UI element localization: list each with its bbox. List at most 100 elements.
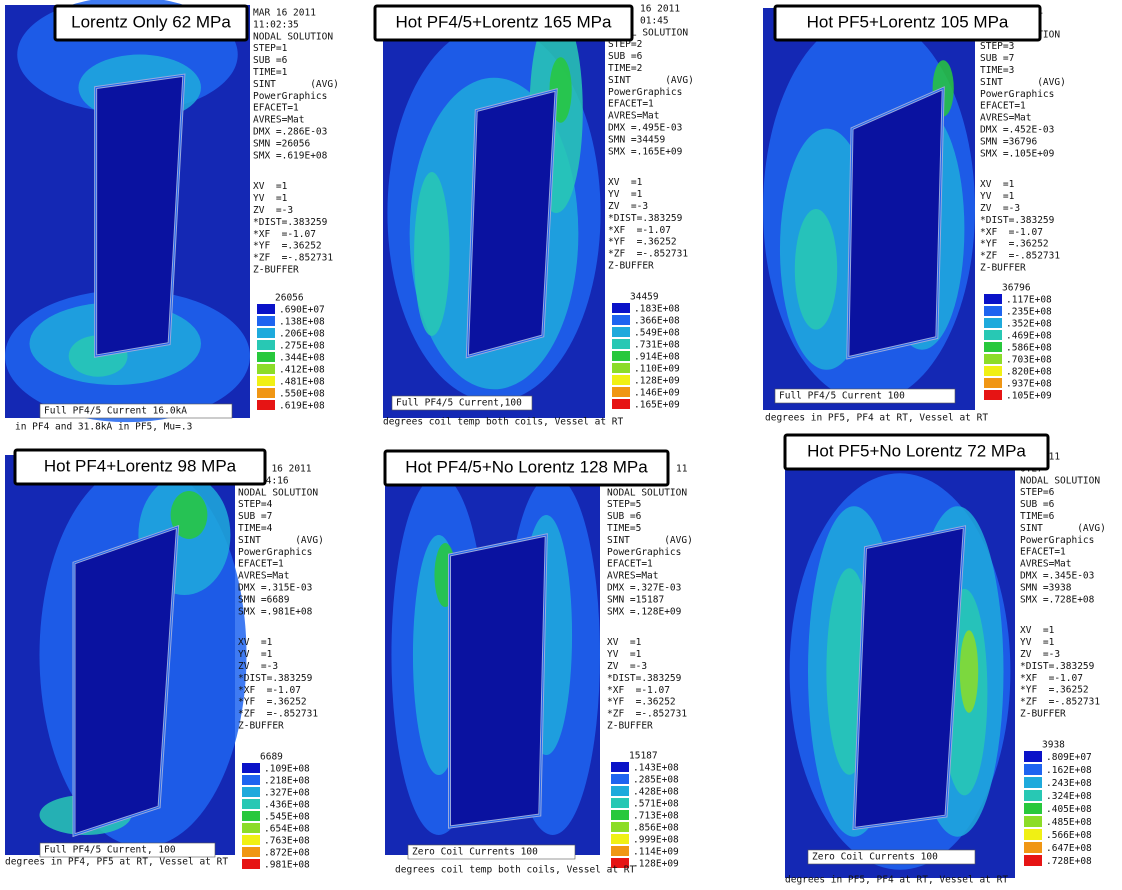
- caption-line: degrees in PF5, PF4 at RT, Vessel at RT: [785, 875, 1008, 886]
- legend-swatch: [1024, 803, 1042, 814]
- info-line: SMN =34459: [608, 134, 665, 145]
- legend-swatch: [1024, 816, 1042, 827]
- info-line: NODAL SOLUTION: [607, 487, 687, 498]
- date-line: 11: [676, 464, 688, 475]
- legend-swatch: [984, 378, 1002, 388]
- info-line: ZV =-3: [1020, 649, 1060, 660]
- legend-label: .485E+08: [1046, 817, 1092, 828]
- legend-swatch: [612, 351, 630, 361]
- info-line: EFACET=1: [608, 99, 654, 110]
- date-line: l 16 2011: [260, 464, 312, 475]
- legend-swatch: [611, 810, 629, 820]
- info-line: SUB =6: [607, 511, 642, 522]
- legend-label: 6689: [260, 752, 283, 763]
- legend-swatch: [611, 822, 629, 832]
- info-line: *DIST=.383259: [238, 673, 313, 684]
- info-line: PowerGraphics: [980, 89, 1054, 100]
- legend-label: .469E+08: [1006, 331, 1052, 342]
- legend-label: .218E+08: [264, 776, 310, 787]
- legend-label: .713E+08: [633, 811, 679, 822]
- info-line: *YF =.36252: [253, 241, 322, 252]
- legend-swatch: [612, 327, 630, 337]
- info-line: SMX =.728E+08: [1020, 594, 1095, 605]
- stress-region: [170, 491, 208, 539]
- info-line: PowerGraphics: [1020, 535, 1094, 546]
- legend-label: .550E+08: [279, 389, 325, 400]
- legend-swatch: [611, 762, 629, 772]
- legend-label: .114E+09: [633, 847, 679, 858]
- legend-swatch: [612, 339, 630, 349]
- legend-label: .138E+08: [279, 317, 325, 328]
- legend-swatch: [984, 294, 1002, 304]
- info-line: SINT (AVG): [253, 79, 339, 90]
- info-line: SMX =.981E+08: [238, 606, 313, 617]
- legend-label: .763E+08: [264, 836, 310, 847]
- panel-title: Hot PF5+Lorentz 105 MPa: [807, 12, 1009, 31]
- caption-line: Zero Coil Currents 100: [412, 847, 538, 858]
- panel-title: Lorentz Only 62 MPa: [71, 12, 231, 31]
- info-line: SINT (AVG): [980, 77, 1066, 88]
- legend-label: .481E+08: [279, 377, 325, 388]
- legend-swatch: [611, 786, 629, 796]
- legend-label: .412E+08: [279, 365, 325, 376]
- legend-label: .856E+08: [633, 823, 679, 834]
- date-line: 04:16: [260, 475, 289, 486]
- legend-label: .654E+08: [264, 824, 310, 835]
- legend-label: .405E+08: [1046, 804, 1092, 815]
- date-line: MAR 16 2011: [253, 8, 316, 19]
- coil-frame-inner: [95, 74, 185, 357]
- legend-label: 36796: [1002, 283, 1031, 294]
- panel-title: Hot PF4/5+No Lorentz 128 MPa: [405, 457, 648, 476]
- legend-label: .162E+08: [1046, 765, 1092, 776]
- info-line: SMX =.128E+09: [607, 606, 682, 617]
- legend-swatch: [1024, 777, 1042, 788]
- caption-box: [39, 403, 233, 419]
- legend-label: .143E+08: [633, 763, 679, 774]
- legend-swatch: [242, 823, 260, 833]
- legend-label: .285E+08: [633, 775, 679, 786]
- info-line: NODAL SOLUTION: [238, 487, 318, 498]
- info-line: YV =1: [608, 189, 643, 200]
- info-line: TIME=3: [980, 65, 1014, 76]
- info-line: *XF =-1.07: [253, 229, 316, 240]
- info-line: DMX =.345E-03: [1020, 571, 1094, 582]
- panel-title: Hot PF5+No Lorentz 72 MPa: [807, 441, 1026, 460]
- info-line: *ZF =-.852731: [238, 709, 318, 720]
- legend-label: .243E+08: [1046, 778, 1092, 789]
- info-line: ZV =-3: [980, 203, 1020, 214]
- info-line: SMN =3938: [1020, 582, 1072, 593]
- info-line: TIME=4: [238, 523, 273, 534]
- info-line: ZV =-3: [608, 201, 648, 212]
- info-line: XV =1: [607, 637, 642, 648]
- legend-label: .128E+09: [634, 376, 680, 387]
- info-line: *ZF =-.852731: [608, 249, 688, 260]
- legend-label: .235E+08: [1006, 307, 1052, 318]
- legend-swatch: [257, 388, 275, 398]
- caption-box: [391, 395, 533, 411]
- caption-box: [774, 388, 956, 404]
- caption-line: Zero Coil Currents 100: [812, 852, 938, 863]
- legend-swatch: [242, 859, 260, 869]
- coil-frame: [448, 533, 548, 829]
- legend-label: .566E+08: [1046, 830, 1092, 841]
- legend-label: .206E+08: [279, 329, 325, 340]
- info-line: *DIST=.383259: [980, 215, 1055, 226]
- info-line: STEP=4: [238, 499, 273, 510]
- info-line: Z-BUFFER: [238, 721, 284, 732]
- caption-box: [39, 842, 216, 858]
- legend-swatch: [257, 304, 275, 314]
- info-line: XV =1: [238, 637, 273, 648]
- coil-frame-inner: [466, 89, 557, 358]
- caption-line: Full PF4/5 Current 16.0kA: [44, 406, 187, 417]
- info-line: EFACET=1: [607, 559, 653, 570]
- info-line: PowerGraphics: [607, 547, 681, 558]
- info-line: ZV =-3: [238, 661, 278, 672]
- info-line: *XF =-1.07: [1020, 673, 1083, 684]
- info-line: SINT (AVG): [238, 535, 324, 546]
- coil-frame-inner: [449, 534, 547, 828]
- info-line: ZV =-3: [607, 661, 647, 672]
- info-line: *DIST=.383259: [608, 213, 683, 224]
- info-line: SUB =6: [1020, 499, 1055, 510]
